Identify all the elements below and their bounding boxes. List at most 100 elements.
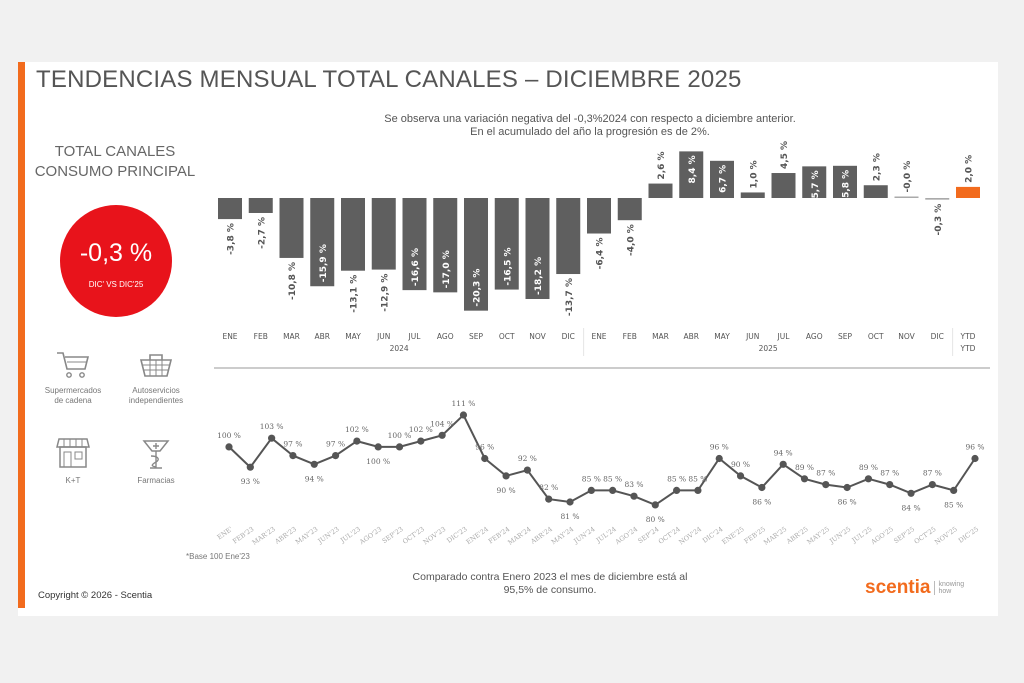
pharmacy-icon xyxy=(142,440,170,469)
data-point xyxy=(779,460,787,468)
data-point xyxy=(310,460,318,468)
data-point xyxy=(566,498,574,506)
bar-data-label: -0,3 % xyxy=(934,204,944,236)
data-point xyxy=(886,481,894,489)
point-label: 103 % xyxy=(260,422,284,431)
bar xyxy=(894,196,919,198)
bar-data-label: -2,7 % xyxy=(257,217,267,249)
data-point xyxy=(907,489,915,497)
x-tick-label: AGO'24 xyxy=(613,525,639,547)
point-label: 100 % xyxy=(388,431,412,440)
x-tick-label: OCT'25 xyxy=(913,525,938,546)
base-footnote: *Base 100 Ene'23 xyxy=(186,552,250,561)
bar xyxy=(587,198,611,234)
channel-kt: K+T xyxy=(28,436,118,486)
point-label: 102 % xyxy=(345,425,369,434)
bar-data-label: 4,5 % xyxy=(780,141,790,169)
point-label: 96 % xyxy=(475,443,494,452)
bar-data-label: 6,7 % xyxy=(719,165,729,193)
data-point xyxy=(481,454,489,463)
data-point xyxy=(225,443,233,451)
x-tick-label: SEP'23 xyxy=(381,525,405,545)
data-point xyxy=(545,495,553,503)
x-tick-label: NOV'25 xyxy=(933,525,959,546)
bottom-note-line: Comparado contra Enero 2023 el mes de di… xyxy=(412,571,688,583)
bottom-note-line: 95,5% de consumo. xyxy=(503,584,597,596)
x-tick-label: AGO xyxy=(437,332,454,341)
x-tick-label: JUN xyxy=(745,332,759,341)
data-point xyxy=(268,434,276,442)
x-tick-label: ENE xyxy=(222,332,237,341)
scentia-logo: scentia knowing how xyxy=(865,577,964,599)
basket-icon xyxy=(139,354,173,377)
data-point xyxy=(353,437,361,445)
x-tick-label: ENE'25 xyxy=(720,525,745,546)
point-label: 92 % xyxy=(518,454,537,463)
bar xyxy=(310,198,335,287)
data-point xyxy=(694,486,702,494)
bar-data-label: -3,8 % xyxy=(227,223,237,255)
bar xyxy=(341,198,365,271)
x-tick-label: SEP'24 xyxy=(636,525,660,545)
year-group-label: 2025 xyxy=(759,344,778,353)
bar xyxy=(863,185,888,198)
point-label: 83 % xyxy=(624,480,643,489)
bar xyxy=(556,198,581,275)
heading-line: CONSUMO PRINCIPAL xyxy=(34,163,196,180)
data-point xyxy=(374,443,382,451)
bar-data-label: -13,7 % xyxy=(565,278,575,316)
point-label: 100 % xyxy=(217,431,241,440)
x-tick-label: AGO'25 xyxy=(869,525,895,547)
bar-data-label: -4,0 % xyxy=(626,224,636,256)
data-point xyxy=(630,492,638,500)
bar xyxy=(371,198,396,270)
x-tick-label: SEP xyxy=(838,332,852,341)
channel-label: Farmacias xyxy=(137,476,175,485)
point-label: 93 % xyxy=(241,477,260,486)
x-tick-label: FEB xyxy=(254,332,268,341)
bar-data-label: -16,5 % xyxy=(503,247,513,285)
bar xyxy=(648,183,673,198)
year-group-label: YTD xyxy=(960,344,976,353)
point-label: 97 % xyxy=(283,440,302,449)
point-label: 90 % xyxy=(731,460,750,469)
data-point xyxy=(609,486,617,494)
bar xyxy=(925,198,950,200)
point-label: 87 % xyxy=(923,469,942,478)
year-group-label: 2024 xyxy=(390,344,409,353)
data-point xyxy=(246,463,254,471)
x-tick-label: ABR xyxy=(315,332,331,341)
point-label: 94 % xyxy=(774,448,793,457)
x-tick-label: ABR xyxy=(684,332,700,341)
x-tick-label: MAY'24 xyxy=(550,525,575,546)
data-point xyxy=(331,452,340,460)
bar xyxy=(494,198,519,290)
x-tick-label: SEP xyxy=(469,332,483,341)
bar xyxy=(679,151,704,198)
x-tick-label: SEP'25 xyxy=(892,525,916,545)
bar xyxy=(740,192,765,198)
x-tick-label: JUN'23 xyxy=(316,525,341,546)
bar xyxy=(833,165,857,198)
bar-data-label: 5,7 % xyxy=(811,170,821,198)
x-tick-label: ABR'23 xyxy=(273,525,298,546)
data-point xyxy=(971,454,979,463)
channel-farmacias: Farmacias xyxy=(111,436,201,486)
data-point xyxy=(502,472,510,480)
data-point xyxy=(651,501,659,509)
x-tick-label: ENE xyxy=(591,332,606,341)
point-label: 90 % xyxy=(497,486,516,495)
x-tick-label: JUL'24 xyxy=(594,525,618,545)
data-point xyxy=(459,411,468,419)
x-tick-label: AGO'23 xyxy=(357,525,383,547)
x-tick-label: DIC xyxy=(562,332,575,341)
data-point xyxy=(736,472,745,480)
bar xyxy=(710,160,734,198)
bottom-note: Comparado contra Enero 2023 el mes de di… xyxy=(400,571,700,597)
x-tick-label: MAR xyxy=(283,332,300,341)
x-tick-label: NOV'23 xyxy=(422,525,448,546)
point-label: 97 % xyxy=(326,440,345,449)
x-tick-label: MAR'23 xyxy=(251,525,277,547)
data-point xyxy=(928,481,936,489)
channel-label: independientes xyxy=(128,396,184,405)
